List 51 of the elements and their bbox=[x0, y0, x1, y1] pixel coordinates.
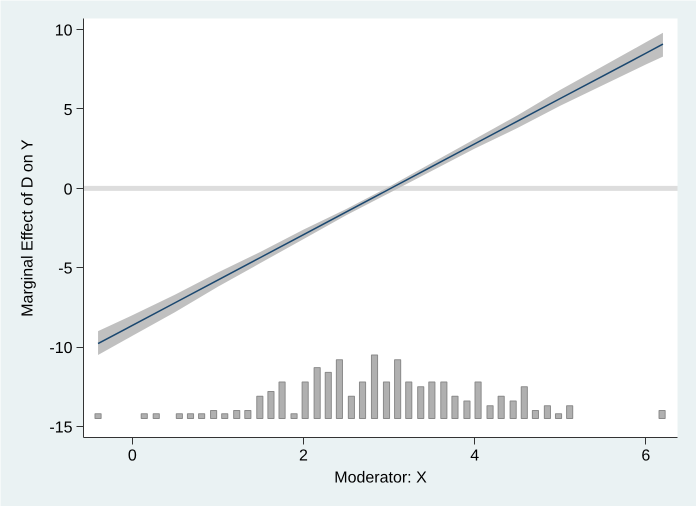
y-tick-label: -15 bbox=[49, 419, 73, 436]
y-tick-label: 0 bbox=[64, 181, 73, 198]
bar bbox=[314, 367, 321, 419]
y-tick-label: 5 bbox=[64, 102, 73, 119]
bar bbox=[152, 413, 160, 419]
y-tick-label: -10 bbox=[49, 340, 73, 358]
bar bbox=[140, 413, 148, 419]
bar bbox=[474, 381, 482, 419]
bar bbox=[566, 405, 574, 419]
y-axis-title: Marginal Effect of D on Y bbox=[19, 139, 36, 317]
bar bbox=[394, 359, 402, 419]
bar bbox=[324, 372, 332, 419]
y-tick-label: -5 bbox=[58, 260, 73, 278]
bar bbox=[198, 413, 206, 419]
x-tick-label: 4 bbox=[470, 448, 480, 464]
bar bbox=[256, 396, 264, 419]
bar bbox=[244, 410, 252, 419]
bar bbox=[544, 405, 551, 419]
bar bbox=[554, 413, 562, 419]
bar bbox=[186, 413, 194, 419]
bar bbox=[176, 413, 183, 419]
bar bbox=[290, 413, 298, 419]
bar bbox=[405, 381, 412, 419]
bar bbox=[463, 400, 471, 419]
x-axis-title: Moderator: X bbox=[334, 470, 428, 486]
y-tick-label: 10 bbox=[54, 22, 73, 40]
bar bbox=[278, 381, 286, 419]
x-tick-label: 2 bbox=[299, 448, 308, 464]
bar bbox=[370, 354, 378, 419]
bar bbox=[358, 381, 366, 419]
x-tick-label: 0 bbox=[128, 448, 137, 464]
bar bbox=[302, 381, 309, 419]
bar bbox=[451, 396, 459, 419]
bar bbox=[94, 413, 102, 419]
bar bbox=[221, 413, 228, 419]
bar bbox=[210, 410, 218, 419]
bar bbox=[486, 405, 494, 419]
bar bbox=[348, 396, 355, 419]
bar bbox=[267, 390, 275, 419]
bar bbox=[382, 381, 390, 419]
bar bbox=[417, 386, 424, 419]
bar bbox=[428, 381, 436, 419]
bar bbox=[658, 410, 666, 419]
bar bbox=[336, 359, 343, 419]
bar bbox=[498, 396, 505, 419]
bar bbox=[510, 400, 517, 419]
x-tick-label: 6 bbox=[641, 448, 650, 464]
bar bbox=[532, 410, 539, 419]
bar bbox=[440, 381, 448, 419]
bar bbox=[520, 386, 528, 419]
bar bbox=[233, 410, 240, 419]
